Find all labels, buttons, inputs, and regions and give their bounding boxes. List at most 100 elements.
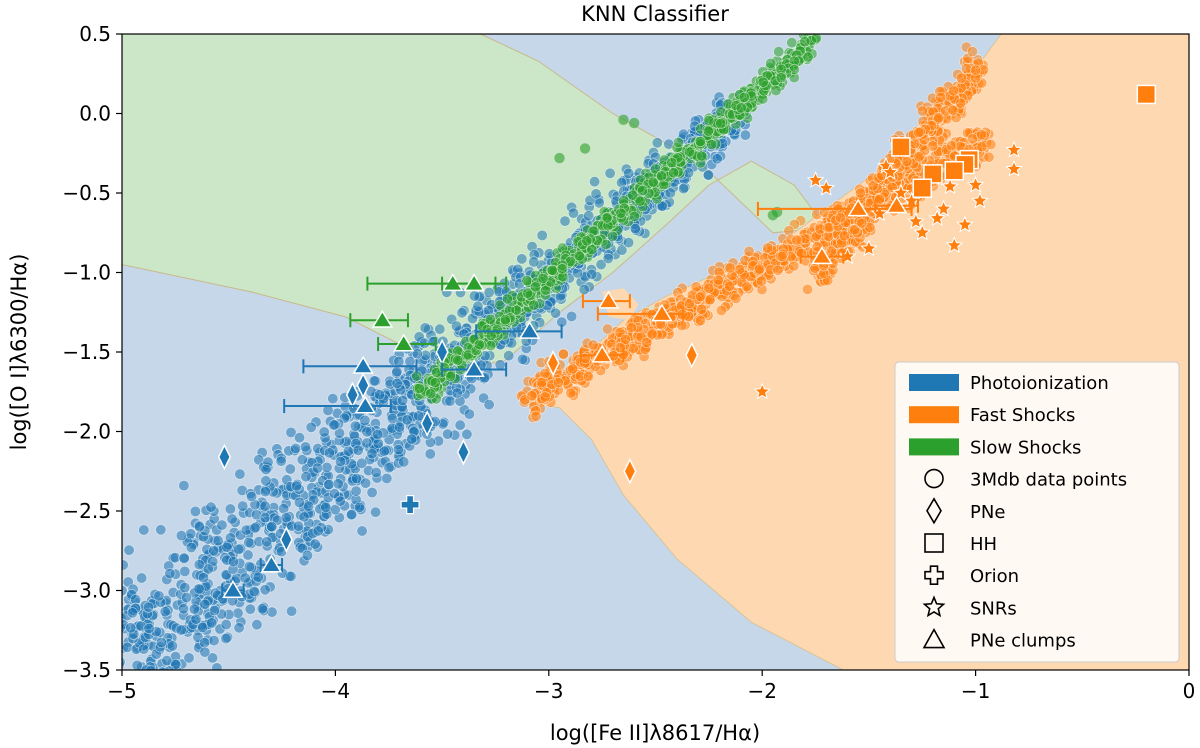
3mdb-point-photoionization xyxy=(275,455,287,467)
3mdb-point-slow-shocks xyxy=(529,281,541,293)
3mdb-point-photoionization xyxy=(299,441,311,453)
3mdb-point-fast-shocks xyxy=(976,141,988,153)
3mdb-point-photoionization xyxy=(616,244,628,256)
3mdb-point-photoionization xyxy=(285,570,297,582)
hh-marker xyxy=(1136,84,1157,105)
3mdb-point-photoionization xyxy=(516,253,528,265)
3mdb-point-photoionization xyxy=(393,355,405,367)
3mdb-point-photoionization xyxy=(233,622,245,634)
3mdb-point-fast-shocks xyxy=(625,322,637,334)
3mdb-point-photoionization xyxy=(260,475,272,487)
3mdb-point-slow-shocks xyxy=(668,167,680,179)
3mdb-point-fast-shocks xyxy=(947,104,959,116)
3mdb-point-photoionization xyxy=(463,408,475,420)
3mdb-point-slow-shocks xyxy=(473,339,485,351)
3mdb-point-photoionization xyxy=(224,503,236,515)
3mdb-point-photoionization xyxy=(397,394,409,406)
3mdb-point-slow-shocks xyxy=(637,185,649,197)
3mdb-point-slow-shocks xyxy=(618,114,629,126)
3mdb-point-photoionization xyxy=(143,622,155,634)
3mdb-point-photoionization xyxy=(536,229,548,241)
3mdb-point-fast-shocks xyxy=(567,363,579,375)
3mdb-point-slow-shocks xyxy=(770,85,782,97)
x-tick-label: −5 xyxy=(107,679,136,703)
3mdb-point-photoionization xyxy=(413,410,425,422)
3mdb-point-photoionization xyxy=(198,572,210,584)
3mdb-point-photoionization xyxy=(140,675,150,685)
3mdb-point-slow-shocks xyxy=(694,136,706,148)
3mdb-point-photoionization xyxy=(349,420,361,432)
3mdb-point-fast-shocks xyxy=(587,339,599,351)
3mdb-point-photoionization xyxy=(321,461,333,473)
3mdb-point-slow-shocks xyxy=(484,313,496,325)
3mdb-point-photoionization xyxy=(155,524,167,536)
3mdb-point-photoionization xyxy=(137,694,147,704)
3mdb-point-photoionization xyxy=(193,583,205,595)
3mdb-point-photoionization xyxy=(678,183,690,195)
3mdb-point-fast-shocks xyxy=(715,304,727,316)
x-tick-label: −1 xyxy=(961,679,990,703)
3mdb-point-photoionization xyxy=(190,613,202,625)
3mdb-point-photoionization xyxy=(252,571,264,583)
3mdb-point-photoionization xyxy=(239,572,251,584)
3mdb-point-photoionization xyxy=(206,617,218,629)
3mdb-point-photoionization xyxy=(280,512,292,524)
3mdb-point-photoionization xyxy=(370,506,382,518)
3mdb-point-photoionization xyxy=(383,462,395,474)
3mdb-point-photoionization xyxy=(366,486,378,498)
3mdb-point-photoionization xyxy=(193,559,205,571)
legend-label: Orion xyxy=(970,566,1019,587)
3mdb-point-photoionization xyxy=(589,176,601,188)
3mdb-point-photoionization xyxy=(246,490,258,502)
legend-swatch xyxy=(909,374,959,391)
3mdb-point-photoionization xyxy=(327,393,339,405)
3mdb-point-fast-shocks xyxy=(970,64,982,76)
3mdb-point-photoionization xyxy=(259,584,271,596)
3mdb-point-photoionization xyxy=(623,237,635,249)
3mdb-point-photoionization xyxy=(225,532,237,544)
3mdb-point-slow-shocks xyxy=(413,382,425,394)
3mdb-point-photoionization xyxy=(334,456,346,468)
3mdb-point-photoionization xyxy=(350,485,362,497)
3mdb-point-photoionization xyxy=(221,541,233,553)
3mdb-point-fast-shocks xyxy=(582,371,594,383)
3mdb-point-photoionization xyxy=(450,320,462,332)
3mdb-point-photoionization xyxy=(292,520,304,532)
3mdb-point-slow-shocks xyxy=(702,125,714,137)
3mdb-point-photoionization xyxy=(178,480,190,492)
3mdb-point-fast-shocks xyxy=(536,376,548,388)
3mdb-point-fast-shocks xyxy=(694,315,706,327)
3mdb-point-slow-shocks xyxy=(647,176,659,188)
3mdb-point-photoionization xyxy=(209,605,221,617)
legend-swatch xyxy=(909,438,959,456)
3mdb-point-photoionization xyxy=(232,607,244,619)
3mdb-point-slow-shocks xyxy=(627,189,639,201)
3mdb-point-slow-shocks xyxy=(601,212,613,224)
3mdb-point-fast-shocks xyxy=(733,263,745,275)
x-axis: −5 −4 −3 −2 −1 0 xyxy=(107,670,1195,703)
3mdb-point-photoionization xyxy=(149,682,159,692)
y-tick-label: −2.0 xyxy=(62,420,111,444)
3mdb-point-photoionization xyxy=(583,210,595,222)
3mdb-point-slow-shocks xyxy=(501,293,513,305)
x-tick-label: −3 xyxy=(534,679,563,703)
3mdb-point-fast-shocks xyxy=(788,260,800,272)
3mdb-point-photoionization xyxy=(197,621,209,633)
3mdb-point-photoionization xyxy=(259,512,271,524)
3mdb-point-photoionization xyxy=(175,681,185,691)
3mdb-point-photoionization xyxy=(242,549,254,561)
3mdb-point-slow-shocks xyxy=(429,377,441,389)
3mdb-point-photoionization xyxy=(173,671,183,681)
3mdb-point-photoionization xyxy=(166,640,178,652)
3mdb-point-photoionization xyxy=(175,624,187,636)
3mdb-point-photoionization xyxy=(160,671,170,681)
3mdb-point-fast-shocks xyxy=(849,224,861,236)
3mdb-point-photoionization xyxy=(226,513,238,525)
3mdb-point-photoionization xyxy=(194,674,204,684)
3mdb-point-photoionization xyxy=(266,521,278,533)
3mdb-point-photoionization xyxy=(131,659,143,670)
3mdb-point-photoionization xyxy=(145,665,157,670)
3mdb-point-photoionization xyxy=(300,471,312,483)
3mdb-point-photoionization xyxy=(123,544,135,556)
3mdb-point-fast-shocks xyxy=(776,250,788,262)
